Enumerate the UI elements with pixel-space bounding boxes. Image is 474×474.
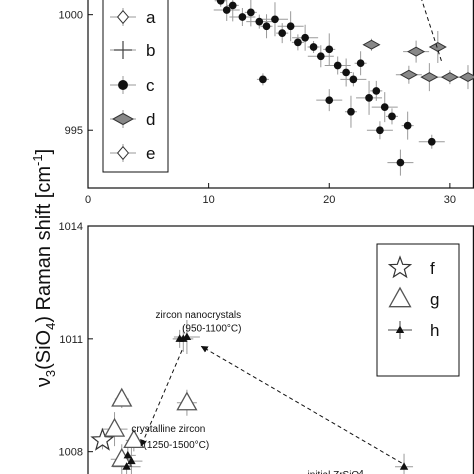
data-point-c: [216, 0, 225, 5]
data-point-h: [179, 334, 188, 342]
transition-arrow: [140, 349, 183, 447]
y-axis-label: ν3(SiO4) Raman shift [cm-1]: [30, 149, 58, 387]
annotation: initial ZrSiO: [308, 470, 360, 474]
legend-label-d: d: [146, 110, 155, 129]
legend-label-h: h: [430, 321, 439, 340]
legend-label-a: a: [146, 8, 156, 27]
legend-marker-h: [395, 325, 405, 333]
data-point-d: [399, 69, 418, 80]
data-point-c: [403, 121, 412, 130]
data-point-c: [356, 59, 365, 68]
transition-arrow: [200, 345, 402, 464]
data-point-f: [90, 427, 115, 451]
data-point-h: [122, 462, 131, 470]
data-point-c: [255, 17, 264, 26]
data-point-g: [111, 387, 133, 407]
annotation: crystalline zircon: [131, 424, 205, 435]
data-point-c: [365, 94, 373, 102]
data-point-c: [342, 68, 350, 77]
top-plot-frame: [87, 0, 474, 189]
legend-marker-b: [114, 41, 132, 59]
data-point-c: [228, 1, 237, 10]
data-point-c: [333, 61, 342, 70]
data-point-c: [372, 87, 381, 95]
data-point-g: [123, 429, 145, 449]
data-point-c: [316, 52, 325, 61]
data-point-c: [309, 43, 318, 51]
annotation: zircon nanocrystals: [156, 310, 242, 321]
y-tick-label: 1000: [59, 10, 83, 22]
data-point-c: [278, 29, 287, 38]
data-point-c: [286, 22, 295, 31]
data-point-h: [127, 456, 136, 465]
data-point-h: [182, 332, 192, 340]
legend-marker-a: [116, 9, 130, 25]
data-point-c: [294, 38, 302, 47]
legend-marker-e: [116, 145, 130, 161]
y-tick-label: 1008: [59, 447, 83, 459]
legend-label-g: g: [430, 290, 439, 309]
data-point-c: [349, 75, 358, 84]
data-point-c: [396, 158, 405, 167]
legend-marker-c: [118, 80, 128, 90]
data-point-c: [325, 96, 334, 105]
legend-label-b: b: [146, 41, 155, 60]
bottom-legend: fgh: [376, 243, 460, 377]
data-point-d: [407, 46, 426, 57]
data-point-c: [259, 75, 267, 84]
data-point-c: [246, 8, 255, 17]
y-tick-label: 1011: [59, 334, 83, 346]
data-point-d: [428, 42, 447, 52]
data-point-c: [325, 45, 334, 54]
data-point-c: [380, 103, 389, 111]
bottom-panel: 1008 1011 1014 zircon nanocrystals (950-110…: [59, 221, 474, 474]
legend-box: [102, 0, 169, 173]
data-point-c: [262, 22, 271, 31]
data-point-d: [440, 72, 459, 83]
legend-label-c: c: [146, 76, 155, 95]
legend-label-f: f: [430, 259, 435, 278]
data-point-c: [301, 33, 309, 42]
data-point-d: [458, 72, 474, 83]
legend-box: [376, 243, 460, 377]
legend-marker-f: [387, 255, 413, 279]
annotation: 4: [358, 469, 364, 474]
x-tick-label: 10: [203, 194, 215, 206]
data-point-c: [427, 137, 436, 146]
y-tick-label: 1014: [59, 221, 83, 233]
data-point-h: [123, 450, 133, 459]
x-tick-label: 0: [85, 194, 91, 206]
y-tick-label: 995: [65, 125, 83, 137]
data-point-c: [388, 112, 396, 121]
annotation: (1250-1500°C): [143, 440, 209, 451]
data-point-g: [103, 417, 126, 437]
legend-label-e: e: [146, 144, 155, 163]
data-point-c: [376, 126, 384, 135]
data-point-h: [399, 462, 409, 470]
legend-marker-g: [388, 286, 412, 308]
bottom-plot-frame: [87, 225, 474, 474]
data-point-d: [420, 72, 439, 83]
data-point-c: [271, 15, 279, 24]
x-tick-label: 30: [444, 194, 456, 206]
x-tick-label: 20: [323, 194, 335, 206]
legend-marker-d: [111, 112, 135, 126]
data-point-g: [176, 391, 198, 411]
data-point-c: [222, 6, 231, 14]
annotation: (950-1100°C): [182, 323, 241, 334]
data-point-d: [362, 39, 381, 50]
data-point-c: [347, 107, 355, 116]
data-point-c: [238, 13, 247, 21]
